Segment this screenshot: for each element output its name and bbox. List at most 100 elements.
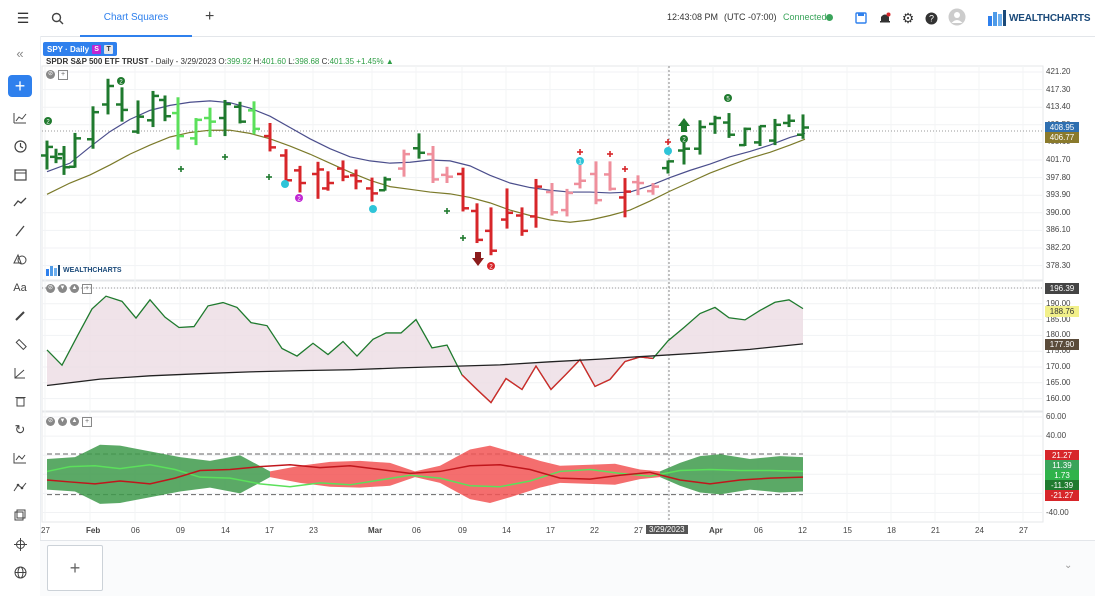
study-s-badge[interactable]: S [92, 44, 102, 54]
signal-marker [369, 205, 377, 213]
osc1-top-tag: 196.39 [1045, 283, 1079, 294]
axis-tick-label: 413.40 [1046, 102, 1071, 112]
signal-marker [295, 194, 303, 202]
symbol-badge[interactable]: SPY · Daily S T [43, 42, 118, 56]
study-t-badge[interactable]: T [104, 44, 114, 54]
angle-icon[interactable] [8, 362, 32, 384]
date-tick-label: 18 [887, 526, 896, 535]
text-tool-icon[interactable]: Aa [13, 282, 27, 294]
signal-marker-label: 2 [297, 197, 301, 203]
axis-tick-label: 393.90 [1046, 190, 1071, 200]
osc1-avg-tag: 177.90 [1045, 339, 1079, 350]
layers-icon[interactable] [8, 504, 32, 526]
ruler-icon[interactable] [8, 333, 32, 355]
high-value: 401.60 [261, 57, 286, 66]
signal-marker-label: 2 [119, 80, 123, 86]
osc2-envelope-segment [390, 462, 415, 486]
osc2-envelope-segment [510, 451, 540, 498]
date-tick-label: 22 [590, 526, 599, 535]
date-tick-label: 17 [546, 526, 555, 535]
osc2-v0-tag: 1.73 [1045, 470, 1079, 481]
pane-up-icon[interactable]: ▲ [70, 417, 79, 426]
refresh-icon[interactable]: ↻ [14, 422, 26, 437]
pane-down-icon[interactable]: ▼ [58, 417, 67, 426]
ohlc-info-line: SPDR S&P 500 ETF TRUST - Daily - 3/29/20… [46, 57, 394, 66]
pane-up-icon[interactable]: ▲ [70, 284, 79, 293]
pane-hide-icon[interactable]: ⊘ [46, 70, 55, 79]
clock-icon[interactable] [8, 135, 32, 157]
menu-icon[interactable]: ☰ [16, 9, 30, 26]
osc2-envelope-segment [590, 463, 615, 485]
axis-tick-label: 390.00 [1046, 207, 1071, 217]
settings-gear-icon[interactable]: ⚙ [901, 9, 915, 26]
line-tool-icon[interactable] [8, 220, 32, 242]
signal-marker-label: 1 [578, 160, 582, 166]
date-tick-label: 14 [502, 526, 511, 535]
calendar-icon[interactable] [8, 163, 32, 185]
osc2-envelope-segment [415, 465, 440, 483]
pencil-icon[interactable] [8, 305, 32, 327]
pane-maximize-icon[interactable]: + [58, 70, 68, 80]
pane-maximize-icon[interactable]: + [82, 417, 92, 427]
alert-bell-icon[interactable] [876, 9, 894, 27]
collapse-panel-icon[interactable]: ⌄ [1064, 560, 1073, 571]
osc2-envelope-segment [660, 462, 680, 486]
osc2-lower-tag: -21.27 [1045, 490, 1079, 501]
osc2-envelope-segment [240, 455, 270, 494]
osc2-envelope-segment [680, 456, 700, 493]
add-tool-button[interactable]: + [8, 75, 32, 97]
osc2-v1-tag: 11.39 [1045, 460, 1079, 471]
tab-chart-squares[interactable]: Chart Squares [80, 0, 192, 37]
trend-icon[interactable] [8, 191, 32, 213]
help-icon[interactable]: ? [922, 9, 940, 27]
add-panel-button[interactable]: + [47, 545, 103, 591]
scan-icon[interactable] [8, 476, 32, 498]
date-tick-label: 23 [309, 526, 318, 535]
chart-watermark: WEALTHCHARTS [46, 265, 122, 276]
axis-tick-label: 378.30 [1046, 260, 1071, 270]
change-value: +1.45% [356, 57, 384, 66]
pane-hide-icon[interactable]: ⊘ [46, 417, 55, 426]
svg-text:?: ? [928, 13, 933, 23]
target-icon[interactable] [8, 533, 32, 555]
osc2-slow-line [46, 463, 804, 485]
signal-marker-label: 2 [489, 265, 493, 271]
search-icon[interactable] [48, 9, 66, 27]
user-avatar-icon[interactable] [948, 8, 966, 26]
sell-arrow-icon [472, 252, 484, 266]
info-details: - Daily - 3/29/2023 O: [148, 57, 227, 66]
symbol-ticker: SPY · Daily [47, 44, 90, 54]
date-tick-label: 06 [412, 526, 421, 535]
globe-icon[interactable] [8, 561, 32, 583]
shapes-icon[interactable] [8, 248, 32, 270]
osc2-envelope-segment [47, 457, 75, 492]
pane-hide-icon[interactable]: ⊘ [46, 284, 55, 293]
avg-price-tag: 406.77 [1045, 132, 1079, 143]
osc2-envelope-segment [700, 454, 720, 495]
osc2-pane-controls: ⊘ ▼ ▲ + [46, 417, 92, 427]
save-icon[interactable] [852, 9, 870, 27]
osc2-fast-line [46, 463, 804, 488]
top-bar: ☰ Chart Squares + 12:43:08 PM (UTC -07:0… [0, 0, 1095, 37]
buy-arrow-icon [678, 118, 690, 132]
indicator-icon[interactable] [8, 447, 32, 469]
connection-status: Connected [783, 12, 827, 22]
collapse-sidebar-icon[interactable]: « [16, 45, 24, 61]
date-tick-label: 27 [41, 526, 50, 535]
axis-tick-label: 180.00 [1046, 330, 1071, 340]
osc2-envelope-segment [270, 465, 300, 483]
date-tick-label: 06 [131, 526, 140, 535]
osc2-v2-tag: -11.39 [1045, 480, 1079, 491]
add-tab-icon[interactable]: + [205, 8, 215, 25]
pane-maximize-icon[interactable]: + [82, 284, 92, 294]
instrument-name: SPDR S&P 500 ETF TRUST [46, 57, 149, 66]
chart-type-icon[interactable] [8, 107, 32, 129]
pane-down-icon[interactable]: ▼ [58, 284, 67, 293]
trash-icon[interactable] [8, 390, 32, 412]
signal-marker [487, 262, 495, 270]
axis-tick-label: 417.30 [1046, 84, 1071, 94]
date-tick-label: 12 [798, 526, 807, 535]
osc2-envelope-segment [150, 451, 180, 498]
date-tick-label: 24 [975, 526, 984, 535]
